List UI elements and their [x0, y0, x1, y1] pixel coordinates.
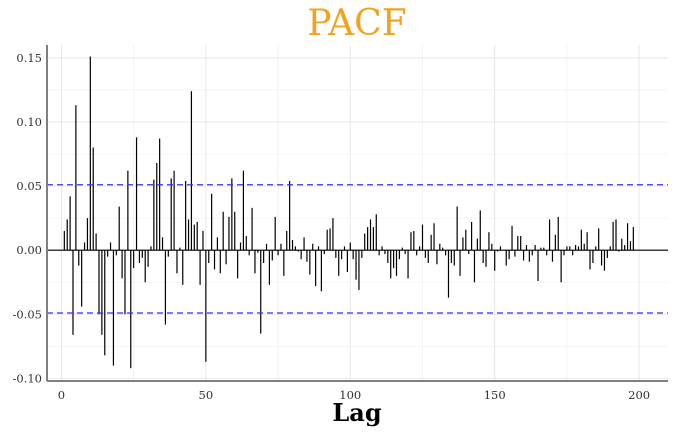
x-tick-label: 100 [339, 388, 361, 402]
y-tick-label: 0.00 [16, 243, 42, 257]
x-tick-labels: 0 50 100 150 200 [58, 388, 650, 402]
axes [46, 45, 668, 382]
x-axis-label: Lag [332, 398, 381, 427]
chart-title: PACF [307, 3, 406, 44]
x-tick-label: 50 [199, 388, 214, 402]
bars-group [63, 56, 634, 369]
y-tick-label: 0.10 [16, 115, 42, 129]
x-tick-label: 150 [484, 388, 506, 402]
y-tick-labels: -0.10 -0.05 0.00 0.05 0.10 0.15 [13, 51, 43, 386]
confidence-bounds [47, 184, 668, 314]
x-tick-label: 200 [628, 388, 650, 402]
x-tick-label: 0 [58, 388, 65, 402]
y-tick-label: 0.15 [16, 51, 42, 65]
y-tick-label: -0.05 [13, 307, 43, 321]
y-tick-label: 0.05 [16, 179, 42, 193]
grid-lines [47, 45, 668, 381]
y-tick-label: -0.10 [13, 371, 43, 385]
